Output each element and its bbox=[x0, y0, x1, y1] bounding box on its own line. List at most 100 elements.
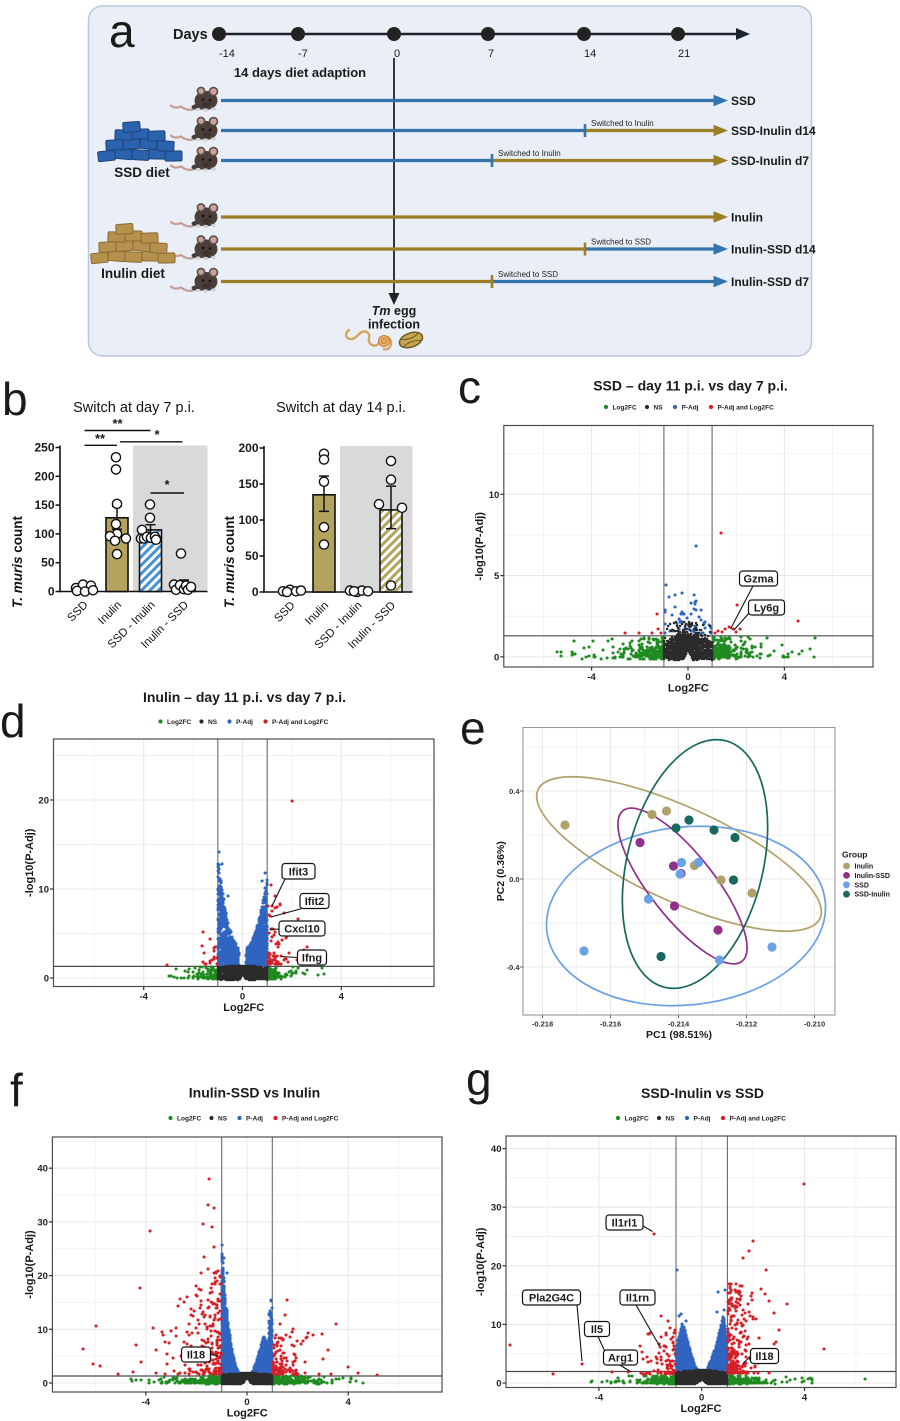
svg-text:4: 4 bbox=[802, 1393, 808, 1404]
svg-text:NS: NS bbox=[654, 404, 664, 411]
svg-text:Il5: Il5 bbox=[591, 1324, 603, 1336]
svg-text:-0.216: -0.216 bbox=[600, 1020, 621, 1029]
svg-text:200: 200 bbox=[34, 469, 54, 483]
svg-text:c: c bbox=[458, 361, 481, 413]
svg-text:20: 20 bbox=[37, 1271, 48, 1282]
svg-text:-4: -4 bbox=[595, 1393, 604, 1404]
svg-text:4: 4 bbox=[782, 672, 788, 683]
svg-text:Ly6g: Ly6g bbox=[754, 603, 779, 615]
svg-text:*: * bbox=[154, 427, 160, 442]
svg-text:0: 0 bbox=[244, 1397, 249, 1408]
svg-text:30: 30 bbox=[491, 1203, 502, 1214]
svg-text:Tm egg: Tm egg bbox=[372, 304, 416, 318]
svg-text:Gzma: Gzma bbox=[744, 574, 775, 586]
svg-text:-0.4: -0.4 bbox=[507, 963, 521, 972]
svg-text:-4: -4 bbox=[139, 992, 148, 1003]
svg-text:-4: -4 bbox=[142, 1397, 151, 1408]
svg-text:Inulin: Inulin bbox=[96, 599, 124, 627]
svg-text:-0.212: -0.212 bbox=[736, 1020, 757, 1029]
svg-text:-0.218: -0.218 bbox=[532, 1020, 553, 1029]
svg-text:e: e bbox=[460, 702, 486, 754]
svg-text:7: 7 bbox=[488, 48, 494, 60]
svg-text:SSD diet: SSD diet bbox=[114, 165, 170, 180]
svg-text:Il18: Il18 bbox=[755, 1351, 773, 1363]
svg-text:Inulin-SSD: Inulin-SSD bbox=[855, 873, 890, 880]
svg-text:0: 0 bbox=[44, 974, 49, 985]
svg-text:10: 10 bbox=[38, 885, 49, 896]
svg-text:0: 0 bbox=[699, 1393, 704, 1404]
svg-text:-14: -14 bbox=[219, 48, 235, 60]
svg-text:Switched to SSD: Switched to SSD bbox=[591, 238, 651, 247]
svg-text:Switched to Inulin: Switched to Inulin bbox=[591, 119, 654, 128]
svg-text:Inulin – day 11 p.i. vs day 7: Inulin – day 11 p.i. vs day 7 p.i. bbox=[143, 689, 346, 705]
svg-text:0: 0 bbox=[252, 585, 259, 599]
svg-text:14: 14 bbox=[584, 48, 596, 60]
svg-text:Switch at day 7 p.i.: Switch at day 7 p.i. bbox=[73, 400, 195, 416]
svg-text:Pla2G4C: Pla2G4C bbox=[529, 1293, 574, 1305]
svg-text:Switch at day 14 p.i.: Switch at day 14 p.i. bbox=[276, 400, 406, 416]
svg-text:Group: Group bbox=[842, 850, 868, 860]
svg-text:P-Adj and Log2FC: P-Adj and Log2FC bbox=[282, 1115, 339, 1122]
svg-text:Il1rn: Il1rn bbox=[626, 1293, 650, 1305]
svg-text:0: 0 bbox=[685, 672, 690, 683]
svg-text:10: 10 bbox=[489, 490, 500, 501]
svg-text:Log2FC: Log2FC bbox=[681, 1403, 722, 1415]
svg-text:Ifit2: Ifit2 bbox=[305, 896, 325, 908]
svg-text:21: 21 bbox=[678, 48, 690, 60]
svg-text:Inulin-SSD d7: Inulin-SSD d7 bbox=[731, 275, 809, 289]
svg-text:g: g bbox=[466, 1053, 492, 1105]
svg-text:10: 10 bbox=[37, 1325, 48, 1336]
svg-text:50: 50 bbox=[41, 556, 55, 570]
svg-text:40: 40 bbox=[37, 1164, 48, 1175]
svg-text:0.0: 0.0 bbox=[509, 875, 519, 884]
svg-text:Inulin-SSD vs Inulin: Inulin-SSD vs Inulin bbox=[189, 1085, 320, 1101]
svg-text:Switched to SSD: Switched to SSD bbox=[498, 270, 558, 279]
svg-text:Log2FC: Log2FC bbox=[177, 1115, 201, 1122]
svg-text:Inulin: Inulin bbox=[303, 600, 331, 628]
svg-text:150: 150 bbox=[238, 477, 258, 491]
svg-text:SSD: SSD bbox=[65, 599, 90, 624]
svg-text:T. muris count: T. muris count bbox=[10, 515, 25, 608]
svg-text:NS: NS bbox=[218, 1115, 228, 1122]
svg-text:P-Adj and Log2FC: P-Adj and Log2FC bbox=[718, 404, 775, 411]
svg-text:100: 100 bbox=[238, 513, 258, 527]
svg-text:0: 0 bbox=[48, 585, 55, 599]
svg-text:Inulin: Inulin bbox=[855, 864, 874, 871]
svg-text:P-Adj and Log2FC: P-Adj and Log2FC bbox=[272, 719, 329, 726]
svg-text:P-Adj: P-Adj bbox=[236, 719, 253, 726]
svg-text:SSD-Inulin d14: SSD-Inulin d14 bbox=[731, 124, 816, 138]
svg-text:100: 100 bbox=[34, 527, 54, 541]
svg-text:50: 50 bbox=[245, 549, 259, 563]
svg-text:-0.214: -0.214 bbox=[668, 1020, 690, 1029]
svg-text:P-Adj: P-Adj bbox=[246, 1115, 263, 1122]
svg-text:infection: infection bbox=[368, 318, 420, 332]
svg-text:Il18: Il18 bbox=[187, 1350, 205, 1362]
svg-text:0: 0 bbox=[394, 48, 400, 60]
svg-text:SSD-Inulin d7: SSD-Inulin d7 bbox=[731, 154, 809, 168]
svg-text:0: 0 bbox=[494, 652, 499, 663]
svg-text:Log2FC: Log2FC bbox=[668, 683, 709, 695]
svg-text:0: 0 bbox=[496, 1379, 501, 1390]
svg-text:Log2FC: Log2FC bbox=[227, 1408, 268, 1420]
svg-text:Log2FC: Log2FC bbox=[625, 1115, 649, 1122]
svg-text:-7: -7 bbox=[298, 48, 308, 60]
svg-text:200: 200 bbox=[238, 441, 258, 455]
svg-text:**: ** bbox=[112, 416, 123, 431]
svg-text:-log10(P-Adj): -log10(P-Adj) bbox=[24, 1230, 36, 1299]
svg-text:Log2FC: Log2FC bbox=[613, 404, 637, 411]
svg-text:150: 150 bbox=[34, 498, 54, 512]
svg-text:d: d bbox=[0, 695, 26, 747]
svg-text:Ifng: Ifng bbox=[302, 953, 322, 965]
svg-text:PC1 (98.51%): PC1 (98.51%) bbox=[646, 1029, 712, 1041]
svg-text:SSD-Inulin vs SSD: SSD-Inulin vs SSD bbox=[641, 1085, 764, 1101]
svg-text:10: 10 bbox=[491, 1320, 502, 1331]
svg-text:-0.210: -0.210 bbox=[804, 1020, 825, 1029]
svg-text:-log10(P-Adj): -log10(P-Adj) bbox=[24, 828, 36, 897]
svg-text:40: 40 bbox=[491, 1144, 502, 1155]
svg-text:4: 4 bbox=[346, 1397, 352, 1408]
svg-text:f: f bbox=[10, 1064, 23, 1116]
svg-text:20: 20 bbox=[38, 796, 49, 807]
svg-text:20: 20 bbox=[491, 1261, 502, 1272]
svg-text:30: 30 bbox=[37, 1217, 48, 1228]
svg-text:P-Adj and Log2FC: P-Adj and Log2FC bbox=[730, 1115, 787, 1122]
